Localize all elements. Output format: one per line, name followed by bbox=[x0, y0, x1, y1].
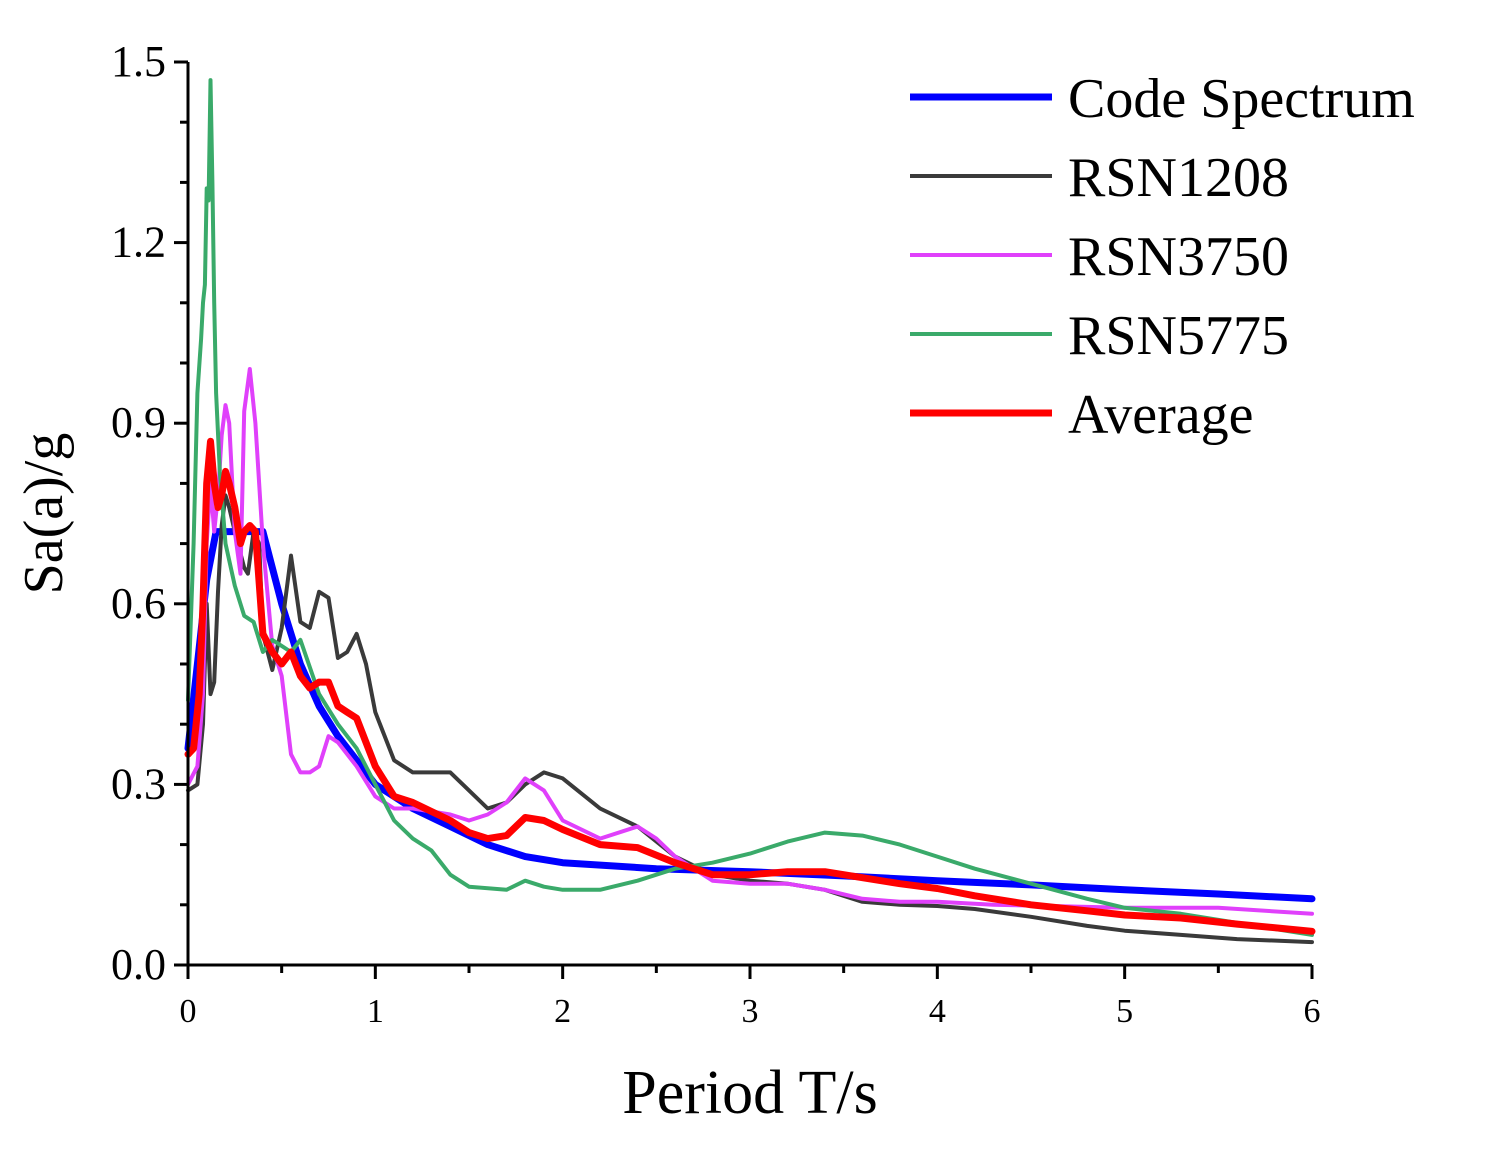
y-axis-title: Sa(a)/g bbox=[13, 433, 75, 595]
legend-label-rsn3750: RSN3750 bbox=[1068, 226, 1289, 288]
y-tick-label: 0.6 bbox=[111, 579, 166, 628]
axes-layer: 0 1 2 3 4 5 6 0.0 0.3 0.6 0.9 1.2 1.5 bbox=[111, 37, 1321, 1030]
legend-label-rsn1208: RSN1208 bbox=[1068, 147, 1289, 209]
x-tick-label: 0 bbox=[180, 993, 197, 1030]
x-axis-title: Period T/s bbox=[622, 1059, 877, 1127]
series-layer bbox=[184, 78, 1316, 945]
y-tick-label: 1.5 bbox=[111, 37, 166, 86]
y-tick-label: 1.2 bbox=[111, 218, 166, 267]
legend-label-average: Average bbox=[1068, 384, 1254, 446]
legend-label-rsn5775: RSN5775 bbox=[1068, 305, 1289, 367]
series-line-rsn3750 bbox=[186, 367, 1314, 916]
x-tick-label: 3 bbox=[742, 993, 759, 1030]
x-tick-label: 2 bbox=[554, 993, 571, 1030]
series-line-rsn5775 bbox=[186, 78, 1314, 937]
legend-label-code-spectrum: Code Spectrum bbox=[1068, 68, 1415, 130]
y-tick-label: 0.9 bbox=[111, 398, 166, 447]
x-tick-label: 5 bbox=[1116, 993, 1133, 1030]
y-tick-label: 0.3 bbox=[111, 759, 166, 808]
x-tick-label: 1 bbox=[367, 993, 384, 1030]
legend: Code Spectrum RSN1208 RSN3750 RSN5775 Averag… bbox=[910, 68, 1415, 446]
x-tick-label: 6 bbox=[1304, 993, 1321, 1030]
series-line-rsn1208 bbox=[186, 493, 1314, 945]
x-tick-label: 4 bbox=[929, 993, 946, 1030]
series-line-average bbox=[184, 437, 1316, 935]
y-tick-label: 0.0 bbox=[111, 940, 166, 989]
